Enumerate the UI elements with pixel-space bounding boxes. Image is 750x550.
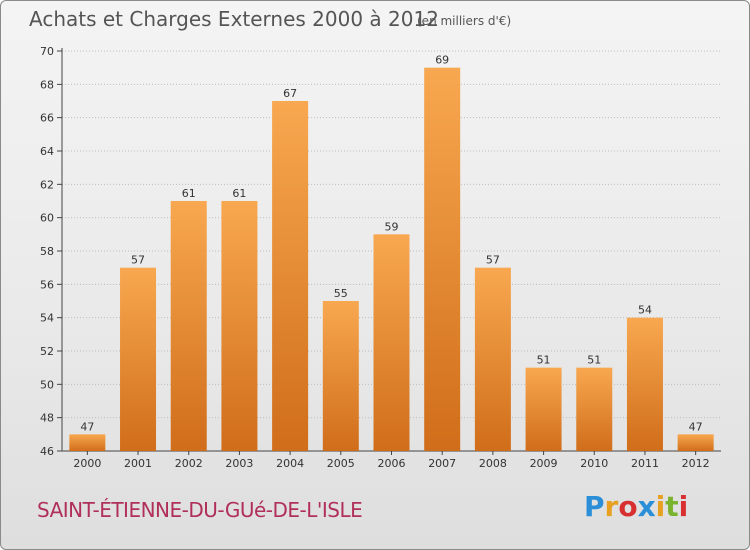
y-tick-label: 68 (40, 78, 54, 91)
chart-subtitle: (en milliers d'€) (417, 14, 512, 28)
x-tick-label: 2001 (124, 457, 152, 470)
bar-2007 (424, 67, 461, 452)
bar-2001 (120, 267, 157, 451)
data-labels: 47 57 61 61 67 55 59 69 57 51 51 54 47 (80, 54, 702, 434)
logo-letter: r (604, 490, 619, 523)
x-tick-label: 2009 (530, 457, 558, 470)
bar-2010 (576, 367, 613, 451)
x-tick-label: 2011 (631, 457, 659, 470)
bar-2002 (170, 201, 207, 451)
bar-2009 (525, 367, 562, 451)
bar-2004 (272, 101, 309, 451)
x-tick-label: 2010 (580, 457, 608, 470)
x-tick-label: 2003 (225, 457, 253, 470)
y-tick-label: 46 (40, 445, 54, 458)
y-tick-label: 62 (40, 178, 54, 191)
data-label: 59 (385, 220, 399, 233)
data-label: 57 (486, 254, 500, 267)
data-label: 51 (587, 354, 601, 367)
data-label: 47 (80, 420, 94, 433)
bars (69, 67, 714, 452)
data-label: 51 (537, 354, 551, 367)
logo-letter: x (637, 490, 656, 523)
x-tick-label: 2000 (73, 457, 101, 470)
x-tick-label: 2002 (175, 457, 203, 470)
data-label: 67 (283, 87, 297, 100)
logo-letter: t (665, 490, 679, 523)
y-tick-label: 48 (40, 412, 54, 425)
bar-2011 (626, 317, 663, 451)
y-tick-label: 64 (40, 145, 54, 158)
x-tick-label: 2005 (327, 457, 355, 470)
bar-2008 (474, 267, 511, 451)
y-tick-label: 56 (40, 278, 54, 291)
chart-title: Achats et Charges Externes 2000 à 2012 (29, 7, 439, 31)
data-label: 47 (689, 420, 703, 433)
data-label: 69 (435, 54, 449, 67)
x-tick-label: 2004 (276, 457, 304, 470)
x-tick-label: 2006 (378, 457, 406, 470)
data-label: 57 (131, 254, 145, 267)
y-tick-label: 52 (40, 345, 54, 358)
x-tick-label: 2012 (682, 457, 710, 470)
logo-letter: P (584, 490, 605, 523)
commune-name: SAINT-ÉTIENNE-DU-GUé-DE-L'ISLE (37, 498, 363, 522)
proxiti-logo[interactable]: Proxiti (584, 490, 688, 523)
y-tick-label: 58 (40, 245, 54, 258)
bar-2003 (221, 201, 258, 451)
bar-2000 (69, 434, 106, 451)
data-label: 61 (182, 187, 196, 200)
bar-2012 (677, 434, 714, 451)
bar-2005 (322, 301, 359, 451)
logo-letter: i (655, 490, 666, 523)
y-tick-label: 60 (40, 212, 54, 225)
data-label: 54 (638, 304, 652, 317)
y-tick-label: 70 (40, 45, 54, 58)
data-label: 61 (232, 187, 246, 200)
bar-2006 (373, 234, 410, 451)
x-tick-label: 2007 (428, 457, 456, 470)
y-tick-label: 54 (40, 312, 54, 325)
data-label: 55 (334, 287, 348, 300)
x-tick-label: 2008 (479, 457, 507, 470)
logo-letter: o (618, 490, 638, 523)
y-tick-label: 50 (40, 378, 54, 391)
logo-letter: i (678, 490, 689, 523)
y-tick-label: 66 (40, 112, 54, 125)
